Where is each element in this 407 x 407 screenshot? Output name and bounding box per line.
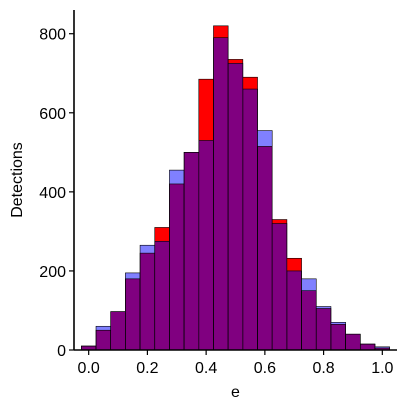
bar-blue-excess-3: [125, 272, 141, 279]
y-axis-ticks: 0 200 400 600 800: [39, 27, 74, 360]
x-tick-label-0: 0.0: [78, 360, 100, 377]
bar-overlap-8: [198, 140, 214, 350]
bar-blue-excess-6: [169, 170, 185, 184]
bar-overlap-16: [316, 308, 331, 350]
x-tick-label-3: 0.6: [254, 360, 276, 377]
x-tick-label-4: 0.8: [312, 360, 334, 377]
x-tick-label-1: 0.2: [136, 360, 158, 377]
bar-overlap-2: [110, 311, 126, 350]
y-tick-label-2: 400: [39, 185, 66, 202]
bar-overlap-10: [228, 63, 243, 350]
x-axis-title: e: [231, 384, 240, 401]
y-tick-label-3: 600: [39, 106, 66, 123]
bar-overlap-20: [374, 348, 390, 350]
y-tick-label-4: 800: [39, 27, 66, 44]
bar-overlap-4: [140, 253, 155, 350]
bar-overlap-18: [345, 334, 361, 350]
bar-overlap-3: [125, 278, 141, 350]
bar-blue-excess-17: [330, 322, 346, 325]
bar-overlap-14: [286, 270, 302, 350]
bar-red-excess-8: [198, 79, 214, 141]
bar-overlap-19: [360, 344, 375, 350]
bar-red-excess-13: [272, 219, 287, 224]
y-axis-title: Detections: [9, 142, 26, 218]
bar-red-excess-11: [242, 77, 258, 90]
bar-blue-excess-12: [257, 130, 273, 147]
bar-overlap-12: [257, 146, 273, 350]
bar-red-excess-9: [213, 25, 229, 38]
bar-overlap-6: [169, 183, 185, 350]
bar-overlap-0: [81, 346, 97, 350]
bar-red-excess-5: [154, 227, 170, 242]
bar-overlap-7: [184, 152, 199, 350]
bar-red-excess-14: [286, 258, 302, 271]
bar-overlap-5: [154, 241, 170, 350]
bar-overlap-15: [301, 290, 317, 350]
bar-overlap-17: [330, 324, 346, 350]
bar-blue-excess-1: [96, 326, 111, 331]
bar-overlap-9: [213, 37, 229, 351]
bar-blue-excess-15: [301, 278, 317, 291]
bars-layer: [81, 25, 390, 351]
bar-blue-excess-4: [140, 245, 155, 254]
y-tick-label-0: 0: [57, 343, 66, 360]
x-tick-label-5: 1.0: [371, 360, 393, 377]
y-tick-label-1: 200: [39, 264, 66, 281]
bar-overlap-1: [96, 330, 111, 350]
x-tick-label-2: 0.4: [195, 360, 217, 377]
bar-red-excess-10: [228, 59, 243, 64]
bar-overlap-11: [242, 89, 258, 351]
x-axis-ticks: 0.0 0.2 0.4 0.6 0.8 1.0: [78, 350, 394, 377]
bar-blue-excess-20: [374, 346, 390, 349]
bar-blue-excess-16: [316, 306, 331, 309]
bar-overlap-13: [272, 223, 287, 350]
